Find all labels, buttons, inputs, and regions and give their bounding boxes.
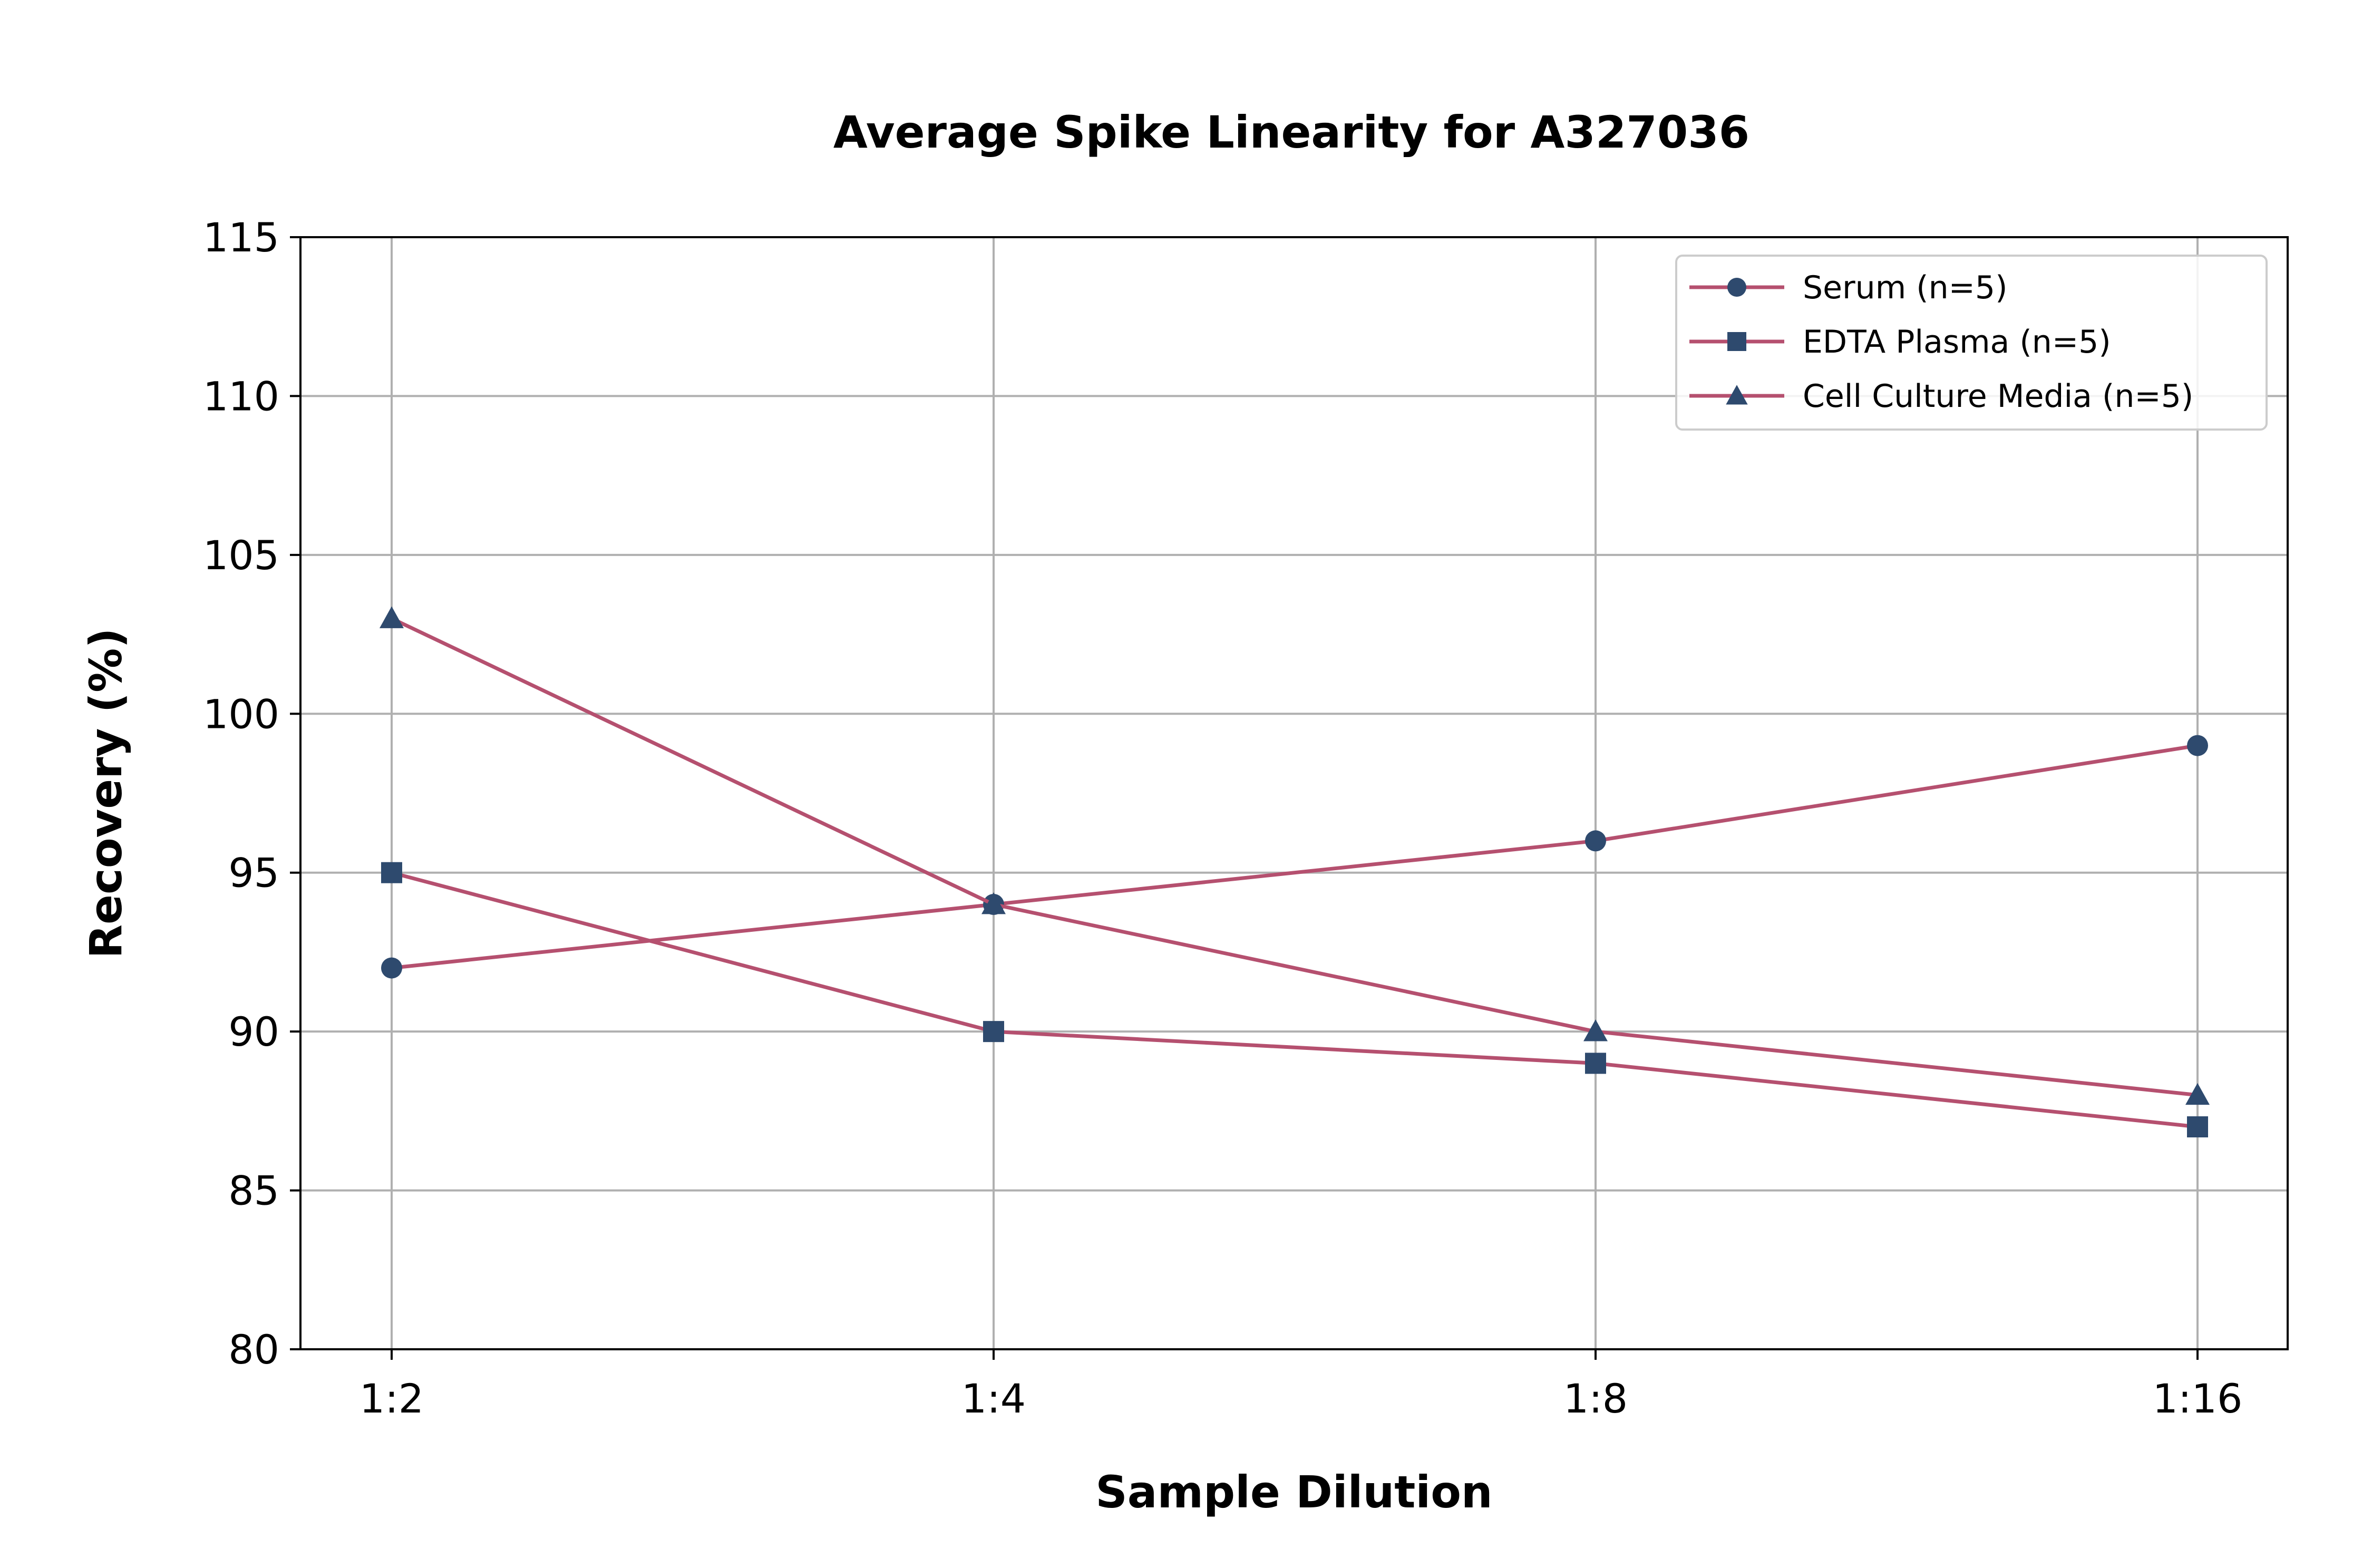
legend-box [1675, 255, 2268, 431]
data-point-circle [1585, 830, 1606, 852]
y-axis-title: Recovery (%) [80, 628, 132, 958]
legend-marker-square [1727, 332, 1746, 351]
legend-marker-circle [1727, 278, 1746, 297]
y-tick-label: 110 [203, 373, 279, 420]
y-tick-label: 100 [203, 690, 279, 737]
series-2 [381, 862, 2208, 1137]
data-point-square [983, 1021, 1004, 1043]
legend-entry: EDTA Plasma (n=5) [1689, 324, 2111, 361]
series-line [391, 871, 2198, 1129]
chart-title: Average Spike Linearity for A327036 [833, 106, 1749, 158]
series-1 [381, 735, 2208, 979]
x-tick-label: 1:8 [1563, 1375, 1628, 1422]
x-tick-label: 1:4 [961, 1375, 1026, 1422]
legend-label: EDTA Plasma (n=5) [1803, 324, 2111, 361]
series-line [391, 617, 2198, 1097]
series-layer [380, 606, 2210, 1137]
legend: Serum (n=5) EDTA Plasma (n=5) Cell Culture… [1675, 255, 2268, 431]
data-point-triangle [981, 892, 1006, 914]
series-3 [380, 606, 2210, 1105]
x-axis-title: Sample Dilution [1095, 1466, 1492, 1518]
plot-area-frame [299, 236, 2289, 1350]
x-tick-label: 1:2 [359, 1375, 424, 1422]
data-point-circle [2187, 735, 2208, 756]
axis-ticks: 80 85 90 95 100 105 110 115 1:2 1:4 1:8 1:16 [203, 214, 2242, 1422]
legend-label: Cell Culture Media (n=5) [1803, 378, 2193, 415]
series-line [391, 744, 2198, 970]
legend-label: Serum (n=5) [1803, 269, 2008, 306]
y-tick-label: 85 [228, 1167, 279, 1214]
data-point-triangle [380, 606, 404, 628]
y-tick-label: 90 [228, 1008, 279, 1055]
legend-entry: Cell Culture Media (n=5) [1689, 378, 2193, 415]
y-tick-label: 115 [203, 214, 279, 261]
y-tick-label: 95 [228, 850, 279, 897]
data-point-triangle [1583, 1019, 1608, 1041]
data-point-square [2187, 1116, 2208, 1137]
y-tick-label: 80 [228, 1326, 279, 1373]
data-point-circle [381, 957, 402, 979]
legend-marker-triangle [1726, 385, 1748, 405]
data-point-square [381, 862, 402, 883]
y-tick-label: 105 [203, 532, 279, 579]
data-point-square [1585, 1053, 1606, 1074]
legend-entry: Serum (n=5) [1689, 269, 2008, 306]
x-tick-label: 1:16 [2153, 1375, 2243, 1422]
data-point-triangle [2185, 1083, 2210, 1105]
